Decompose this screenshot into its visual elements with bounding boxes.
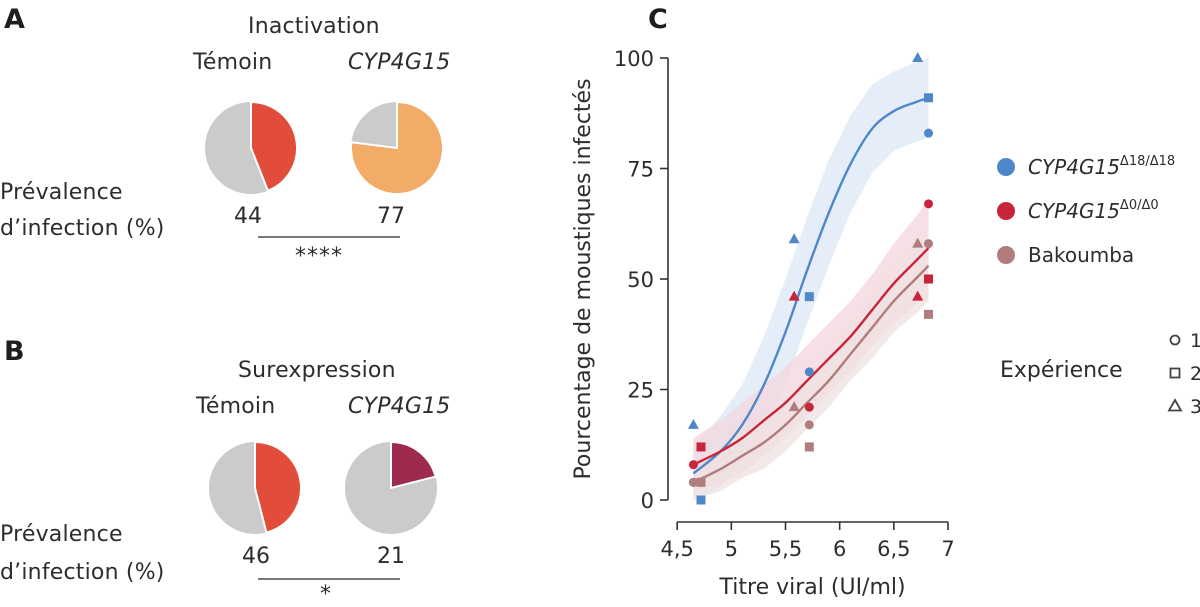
fit-curve [692,96,929,475]
panel-b-row-label-1: Prévalence [0,522,123,547]
pie-a-cyp4g15 [350,100,444,195]
panel-b-significance: * [320,582,332,607]
panel-b-cyp-value: 21 [377,544,405,569]
fit-curves [692,96,930,484]
panel-b-comparison-line [258,578,400,580]
data-point [688,460,698,470]
y-tick-label: 0 [641,489,654,513]
pie-infected-slice [254,440,302,534]
legend-label: CYP4G15Δ0/Δ0 [1028,198,1159,223]
pie-b-control [209,440,302,534]
confidence-band [693,199,929,492]
panel-a-cyp-label: CYP4G15 [348,50,451,75]
fit-curve [692,247,930,466]
panel-b-control-label: Témoin [196,394,276,419]
legend-label-superscript: Δ0/Δ0 [1120,198,1159,213]
panel-a-title: Inactivation [248,14,380,39]
data-point [924,309,933,319]
pie-a-control [205,100,298,194]
data-point [912,290,924,301]
panel-b-title: Surexpression [238,358,396,383]
data-point [912,237,924,248]
panel-a-control-label: Témoin [193,50,273,75]
panel-a-comparison-line [258,236,400,238]
x-tick-label: 6 [833,537,846,561]
data-point [924,274,933,284]
experience-label: Expérience [1000,358,1123,383]
pie-infected-slice [390,440,437,490]
experiment-marker [1169,334,1181,346]
legend-label-base: CYP4G15 [1028,155,1120,179]
panel-a-control-value: 44 [234,204,262,229]
panel-a-cyp-value: 77 [377,204,405,229]
data-point [804,367,814,377]
x-tick-label: 6,5 [877,537,910,561]
pie-infected-slice [350,100,444,195]
data-point [696,477,706,487]
data-point [924,199,933,209]
data-point [804,420,814,430]
data-point [788,401,800,412]
data-point [804,442,814,452]
panel-b-control-value: 46 [242,544,270,569]
panel-b-cyp-label: CYP4G15 [348,394,451,419]
y-tick-label: 100 [614,47,654,71]
confidence-band [693,230,929,500]
x-tick-label: 5,5 [769,537,802,561]
y-tick-label: 75 [627,158,654,182]
legend-marker [997,202,1015,220]
fit-curve [692,264,930,484]
legend-label-superscript: Δ18/Δ18 [1120,154,1175,169]
data-point [804,402,814,412]
experiment-marker [1169,367,1181,379]
legend-label: CYP4G15Δ18/Δ18 [1028,154,1175,179]
x-tick-label: 7 [941,537,954,561]
experiment-number: 1 [1190,330,1200,352]
x-axis-title: Titre viral (UI/ml) [719,575,906,600]
y-tick-label: 25 [627,379,654,403]
data-point [696,495,706,505]
panel-label-c: C [648,4,668,35]
panel-label-b: B [4,336,25,367]
pie-infected-slice [250,100,298,193]
legend-marker [997,246,1015,264]
data-point [696,442,706,452]
data-point [687,418,699,429]
chart-legend: CYP4G15Δ18/Δ18CYP4G15Δ0/Δ0BakoumbaExpéri… [997,154,1200,418]
data-point [688,477,698,487]
panel-b-row-label-2: d’infection (%) [0,560,165,585]
panel-a-significance: **** [295,244,343,269]
legend-label: Bakoumba [1028,243,1134,267]
data-point [924,128,933,138]
data-point [788,233,800,244]
pie-b-cyp4g15 [345,440,437,534]
panel-label-a: A [4,4,25,35]
data-point [804,292,814,302]
y-tick-label: 50 [627,268,654,292]
chart-axes: 0 25 50 75 100 4,5 5 5,5 6 6,5 7 Titre viral (UI/ml… [571,47,955,600]
experiment-number: 2 [1190,363,1200,385]
data-point [788,290,800,301]
x-tick-label: 5 [725,537,738,561]
experiment-number: 3 [1190,396,1200,418]
confidence-bands [693,58,929,500]
legend-label-base: CYP4G15 [1028,199,1120,223]
confidence-band [693,58,929,500]
data-point [912,52,924,62]
x-tick-label: 4,5 [660,537,693,561]
legend-marker [997,158,1015,176]
data-point [924,93,933,103]
data-point [924,239,933,249]
panel-a-row-label-2: d’infection (%) [0,216,165,241]
panel-a-row-label-1: Prévalence [0,180,123,205]
infection-curve-chart: 0 25 50 75 100 4,5 5 5,5 6 6,5 7 Titre viral (UI/ml… [571,47,1200,600]
experiment-marker [1167,398,1183,412]
data-points [687,52,933,505]
y-axis-title: Pourcentage de moustiques infectés [571,78,596,479]
